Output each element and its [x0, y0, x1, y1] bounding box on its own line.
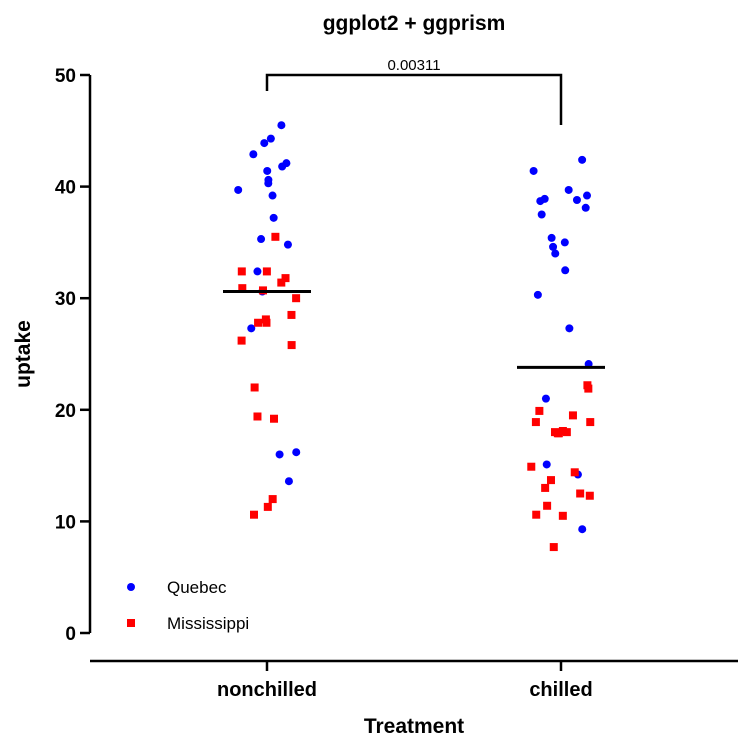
y-axis: 0 10 20 30 40 50	[55, 66, 92, 645]
x-axis: nonchilled chilled	[90, 659, 738, 701]
data-point-quebec	[572, 195, 581, 204]
data-point-quebec	[578, 525, 587, 534]
x-tick-label-nonchilled: nonchilled	[217, 679, 317, 701]
data-point-mississippi	[281, 274, 290, 283]
data-point-quebec	[581, 203, 590, 212]
data-point-quebec	[234, 185, 243, 194]
data-point-mississippi	[250, 383, 259, 392]
data-point-quebec	[283, 240, 292, 249]
data-point-quebec	[561, 266, 570, 275]
data-point-quebec	[249, 150, 258, 159]
data-point-quebec	[275, 450, 284, 459]
data-point-quebec	[578, 155, 587, 164]
data-point-mississippi	[554, 429, 563, 438]
data-point-mississippi	[270, 414, 279, 423]
y-tick-label: 30	[55, 289, 76, 310]
data-point-mississippi	[237, 336, 246, 345]
data-point-mississippi	[585, 491, 594, 500]
data-point-mississippi	[531, 418, 540, 427]
mean-lines	[223, 290, 605, 369]
data-point-mississippi	[262, 267, 271, 276]
data-point-quebec	[537, 210, 546, 219]
data-point-quebec	[269, 213, 278, 222]
data-point-mississippi	[271, 232, 280, 241]
legend-quebec-marker	[127, 583, 135, 591]
data-point-quebec	[277, 121, 286, 130]
legend-mississippi-marker	[127, 619, 135, 627]
data-point-quebec	[533, 290, 542, 299]
data-point-quebec	[560, 238, 569, 247]
data-point-quebec	[565, 324, 574, 333]
data-point-mississippi	[535, 406, 544, 415]
data-point-mississippi	[263, 502, 272, 511]
data-point-quebec	[542, 460, 551, 469]
data-point-mississippi	[287, 341, 296, 350]
data-point-quebec	[278, 162, 287, 171]
data-point-mississippi	[562, 428, 571, 437]
data-point-mississippi	[250, 510, 259, 519]
data-point-quebec	[253, 267, 262, 276]
legend-mississippi-label: Mississippi	[167, 614, 249, 633]
data-point-mississippi	[558, 511, 567, 520]
data-point-mississippi	[576, 489, 585, 498]
data-point-quebec	[564, 185, 573, 194]
x-axis-title: Treatment	[364, 715, 464, 738]
data-point-quebec	[264, 179, 273, 188]
data-point-mississippi	[292, 294, 301, 303]
data-point-quebec	[292, 448, 301, 457]
y-tick-label: 40	[55, 178, 76, 199]
data-point-mississippi	[543, 501, 552, 510]
y-axis-title: uptake	[12, 320, 35, 388]
data-point-quebec	[268, 191, 277, 200]
data-point-mississippi	[570, 468, 579, 477]
y-tick-label: 50	[55, 66, 76, 87]
data-point-quebec	[257, 235, 266, 244]
y-tick-label: 0	[65, 624, 76, 645]
p-value-label: 0.00311	[387, 57, 440, 74]
data-point-quebec	[284, 477, 293, 486]
data-point-mississippi	[568, 411, 577, 420]
y-tick-label: 10	[55, 512, 76, 533]
significance-bracket-line	[265, 73, 563, 125]
data-point-quebec	[583, 191, 592, 200]
data-points	[234, 121, 595, 552]
significance-bracket: 0.00311	[265, 57, 563, 125]
data-point-mississippi	[262, 318, 271, 327]
data-point-quebec	[549, 242, 558, 251]
chart-title: ggplot2 + ggprism	[323, 12, 506, 35]
data-point-mississippi	[584, 384, 593, 393]
data-point-quebec	[547, 233, 556, 242]
data-point-quebec	[263, 166, 272, 175]
data-point-quebec	[266, 134, 275, 143]
data-point-mississippi	[254, 318, 263, 327]
data-point-quebec	[536, 197, 545, 206]
data-point-quebec	[247, 324, 256, 333]
data-point-quebec	[551, 249, 560, 258]
legend-quebec-label: Quebec	[167, 578, 227, 597]
data-point-quebec	[541, 394, 550, 403]
data-point-mississippi	[532, 510, 541, 519]
legend: Quebec Mississippi	[127, 578, 249, 633]
data-point-mississippi	[238, 284, 247, 293]
data-point-mississippi	[546, 476, 555, 485]
data-point-mississippi	[253, 412, 262, 421]
data-point-mississippi	[268, 495, 277, 504]
data-point-mississippi	[549, 543, 558, 552]
data-point-quebec	[529, 166, 538, 175]
data-point-mississippi	[541, 483, 550, 492]
data-point-mississippi	[277, 278, 286, 287]
data-point-quebec	[260, 139, 269, 148]
x-tick-label-chilled: chilled	[529, 679, 592, 701]
data-point-mississippi	[527, 462, 536, 471]
y-tick-label: 20	[55, 401, 76, 422]
data-point-mississippi	[287, 310, 296, 319]
data-point-mississippi	[586, 418, 595, 427]
data-point-mississippi	[237, 267, 246, 276]
